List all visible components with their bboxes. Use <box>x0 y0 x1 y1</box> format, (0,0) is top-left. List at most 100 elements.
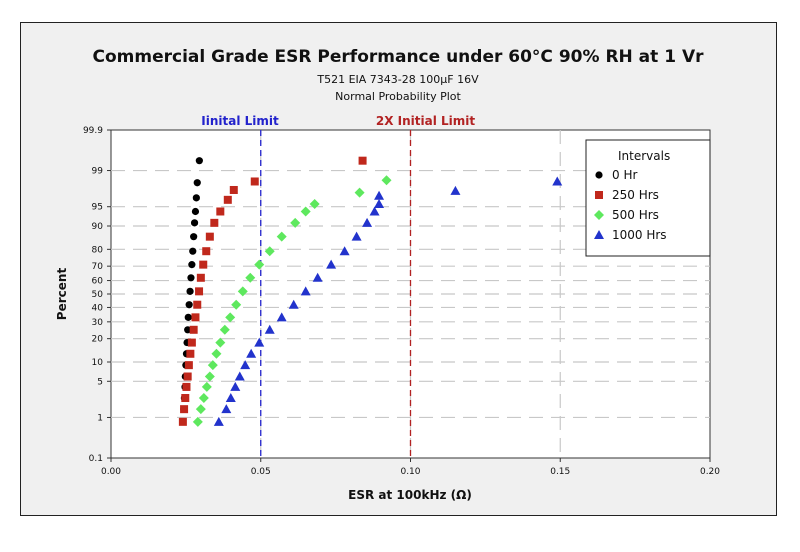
data-point <box>192 416 203 427</box>
chart-title: Commercial Grade ESR Performance under 6… <box>93 47 705 67</box>
data-point <box>202 247 211 256</box>
data-point <box>195 404 206 415</box>
series-1000-hrs <box>213 176 563 426</box>
series-500-hrs <box>192 175 392 427</box>
y-tick-label: 1 <box>97 413 103 423</box>
data-point <box>178 417 187 426</box>
data-point <box>250 177 259 186</box>
y-axis-label: Percent <box>55 268 69 321</box>
chart-subtitle-plot-type: Normal Probability Plot <box>335 90 461 103</box>
y-tick-label: 95 <box>92 203 103 213</box>
data-point <box>186 349 195 358</box>
x-axis-label: ESR at 100kHz (Ω) <box>348 488 472 502</box>
data-point <box>254 337 265 347</box>
legend-marker <box>595 171 603 179</box>
data-point <box>312 272 323 282</box>
data-point <box>300 206 311 217</box>
data-point <box>552 176 563 186</box>
data-point <box>240 360 251 370</box>
data-point <box>215 337 226 348</box>
data-point <box>362 217 373 227</box>
legend-label: 500 Hrs <box>612 208 659 222</box>
data-point <box>187 274 195 282</box>
data-point <box>195 287 204 296</box>
data-point <box>358 156 367 165</box>
x-tick-label: 0.05 <box>251 467 271 477</box>
data-series <box>178 156 563 427</box>
data-point <box>216 207 225 216</box>
data-point <box>290 217 301 228</box>
legend-label: 250 Hrs <box>612 188 659 202</box>
data-point <box>221 404 232 414</box>
data-point <box>201 381 212 392</box>
data-point <box>339 246 350 256</box>
data-point <box>186 287 194 295</box>
y-tick-label: 99.9 <box>83 126 103 136</box>
data-point <box>300 286 311 296</box>
data-point <box>190 233 198 241</box>
x-axis-ticks: 0.00 0.05 0.10 0.15 0.20 <box>101 458 720 477</box>
y-tick-label: 60 <box>92 277 104 287</box>
y-tick-label: 5 <box>97 377 103 387</box>
data-point <box>254 259 265 270</box>
x-tick-label: 0.10 <box>400 467 420 477</box>
y-tick-label: 90 <box>92 222 104 232</box>
x-tick-label: 0.20 <box>700 467 720 477</box>
data-point <box>184 361 193 370</box>
y-tick-label: 70 <box>92 262 104 272</box>
legend-title: Intervals <box>618 149 670 163</box>
data-point <box>213 416 224 426</box>
data-point <box>309 199 320 210</box>
data-point <box>211 348 222 359</box>
data-point <box>264 324 275 334</box>
data-point <box>225 312 236 323</box>
chart-subtitle-part-number: T521 EIA 7343-28 100µF 16V <box>316 73 479 86</box>
legend-marker <box>595 191 603 199</box>
legend-box <box>585 139 711 257</box>
data-point <box>246 348 257 358</box>
x-tick-label: 0.00 <box>101 467 121 477</box>
data-point <box>193 179 201 187</box>
data-point <box>189 247 197 255</box>
data-point <box>185 301 193 309</box>
y-tick-label: 50 <box>92 290 104 300</box>
data-point <box>245 272 256 283</box>
reference-line-label: Iinital Limit <box>201 114 279 128</box>
y-tick-label: 30 <box>92 318 104 328</box>
data-point <box>237 286 248 297</box>
data-point <box>181 394 190 403</box>
data-point <box>374 199 385 209</box>
y-tick-label: 20 <box>92 335 104 345</box>
series-250-hrs <box>178 156 367 426</box>
data-point <box>230 381 241 391</box>
data-point <box>450 185 461 195</box>
data-point <box>192 194 200 202</box>
data-point <box>205 232 214 241</box>
data-point <box>195 157 203 165</box>
y-tick-label: 80 <box>92 245 104 255</box>
y-tick-label: 10 <box>92 358 104 368</box>
data-point <box>199 260 208 269</box>
y-axis-ticks: 0.1 1 5 10 20 30 40 50 60 70 80 90 95 99 99.9 <box>83 126 111 464</box>
data-point <box>264 246 275 257</box>
data-point <box>276 312 287 322</box>
data-point <box>354 187 365 198</box>
data-point <box>189 325 198 334</box>
data-point <box>351 231 362 241</box>
data-point <box>182 382 191 391</box>
data-point <box>183 372 192 381</box>
data-point <box>187 338 196 347</box>
data-point <box>191 207 200 216</box>
data-point <box>229 185 238 194</box>
data-point <box>210 218 219 227</box>
data-point <box>369 206 380 216</box>
reference-line-label: 2X Initial Limit <box>376 114 476 128</box>
data-point <box>288 299 299 309</box>
data-point <box>198 393 209 404</box>
y-tick-label: 0.1 <box>89 454 103 464</box>
data-point <box>204 371 215 382</box>
data-point <box>207 360 218 371</box>
data-point <box>188 261 196 269</box>
data-point <box>326 259 337 269</box>
